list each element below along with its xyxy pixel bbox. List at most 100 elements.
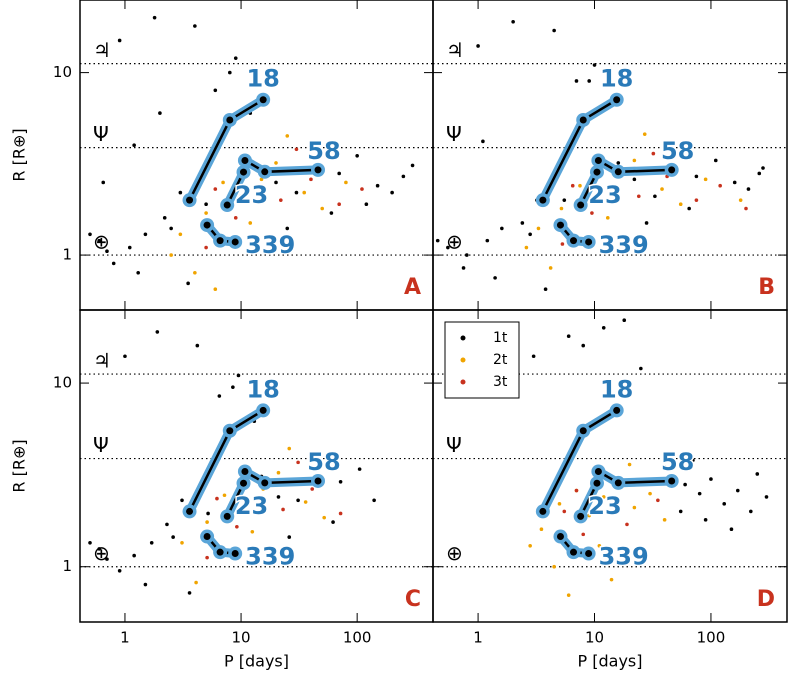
point [536,226,541,231]
point [233,56,238,60]
planet [539,196,547,204]
frame [79,0,434,311]
point [709,477,713,481]
legend-label: 2t [493,352,508,368]
point [543,287,548,292]
point [231,385,235,389]
x-tick-label: 10 [232,629,251,647]
panel: Ψ ⊕ 18 58 23 339 [433,318,787,597]
point [597,543,602,548]
planet-symbol: Ψ [93,122,109,146]
planet [593,479,601,487]
point [578,183,582,188]
point [171,535,175,539]
x-tick-label: 1 [473,629,483,647]
point [703,177,708,182]
point [303,500,308,504]
point [322,515,326,520]
point [372,498,376,503]
frame [432,0,788,311]
point [357,467,362,471]
point [309,177,313,182]
point [560,242,565,246]
point [548,266,553,270]
point [524,245,529,250]
point [581,532,586,537]
point [625,522,629,527]
point [744,206,748,211]
point [718,183,722,188]
system-label: 58 [661,137,694,165]
point [694,174,699,179]
point [250,529,255,534]
point [622,318,627,322]
point [228,70,232,75]
y-tick-label: 1 [62,557,72,575]
y-axis-title: R [R⊕] [10,128,29,181]
panel-label: B [758,275,775,300]
system-label: 339 [245,543,295,571]
point [143,232,148,237]
planet [216,548,224,556]
point [461,266,466,270]
point [213,88,218,93]
point [609,577,614,582]
point [194,580,198,585]
point [186,281,190,286]
point [746,187,751,191]
point [528,232,532,237]
planet [585,238,593,246]
planet [539,507,547,515]
point [613,502,617,506]
planet [594,156,602,164]
planet-symbol: Ψ [446,122,462,146]
point [287,446,292,451]
point [132,553,136,558]
point [528,543,532,548]
point [195,343,200,348]
point [88,232,92,237]
point [410,163,415,168]
point [601,325,606,330]
point [605,381,610,385]
point [691,458,695,463]
panel-label: C [405,587,421,612]
point [683,482,687,487]
point [559,206,564,211]
point [401,174,406,179]
panel: ♃ Ψ ⊕ 18 58 23 339 [80,330,433,595]
planet [259,96,267,104]
point [755,472,760,476]
point [222,493,227,498]
system-label: 23 [588,492,621,520]
point [662,518,667,522]
point [155,330,160,334]
point [97,238,101,243]
point [88,540,92,545]
panel: ♃ Ψ ⊕ 18 58 23 339 [80,15,433,292]
legend-marker [460,335,466,341]
point [279,198,283,202]
planet [614,479,622,487]
point [281,507,285,512]
planet [231,238,239,246]
system-label: 23 [235,181,268,209]
point [761,166,765,170]
point [485,238,490,243]
planet [186,196,194,204]
point [764,495,769,499]
point [187,591,192,595]
point [697,491,702,496]
planet [241,467,249,475]
point [276,470,281,475]
point [574,488,579,493]
point [360,187,364,191]
planet [594,467,602,475]
point [276,495,281,499]
planet [203,221,211,229]
point [481,139,485,144]
planet-symbol: ⊕ [93,541,110,565]
point [390,190,394,195]
system-label: 18 [246,375,279,403]
